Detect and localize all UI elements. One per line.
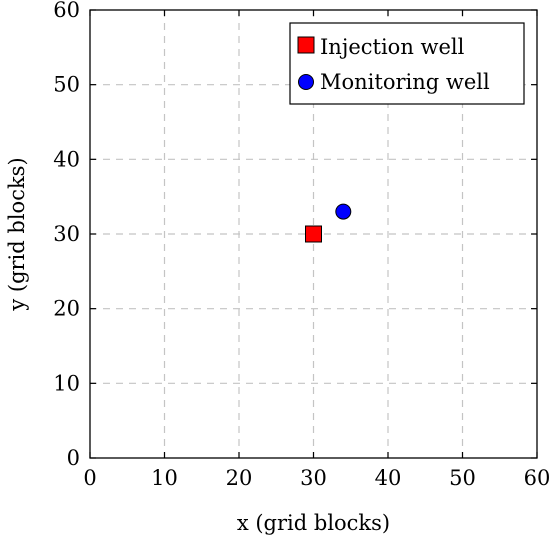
legend: Injection well Monitoring well (289, 22, 525, 105)
y-tick-label: 60 (53, 0, 80, 22)
x-tick-label: 0 (83, 466, 96, 490)
x-tick-label: 10 (151, 466, 178, 490)
legend-label-injection-well: Injection well (320, 35, 465, 59)
x-tick-label: 40 (375, 466, 402, 490)
x-tick-label: 30 (300, 466, 327, 490)
y-tick-label: 10 (53, 371, 80, 395)
legend-marker-injection-well (297, 36, 315, 54)
legend-marker-monitoring-well (298, 74, 314, 90)
y-tick-label: 0 (67, 446, 80, 470)
y-tick-label: 50 (53, 73, 80, 97)
x-tick-label: 20 (226, 466, 253, 490)
monitoring-well-point (335, 203, 352, 220)
x-axis-label: x (grid blocks) (237, 511, 390, 535)
y-tick-label: 30 (53, 222, 80, 246)
legend-label-monitoring-well: Monitoring well (320, 70, 490, 94)
y-tick-label: 20 (53, 297, 80, 321)
tick-layer: 0 10 20 30 40 50 60 0 10 20 30 40 50 60 (53, 0, 550, 490)
x-tick-label: 50 (449, 466, 476, 490)
y-axis-label: y (grid blocks) (5, 157, 29, 311)
x-tick-label: 60 (524, 466, 551, 490)
y-tick-label: 40 (53, 147, 80, 171)
injection-well-point (305, 225, 322, 243)
marks-layer (305, 203, 352, 243)
legend-box (289, 22, 525, 105)
